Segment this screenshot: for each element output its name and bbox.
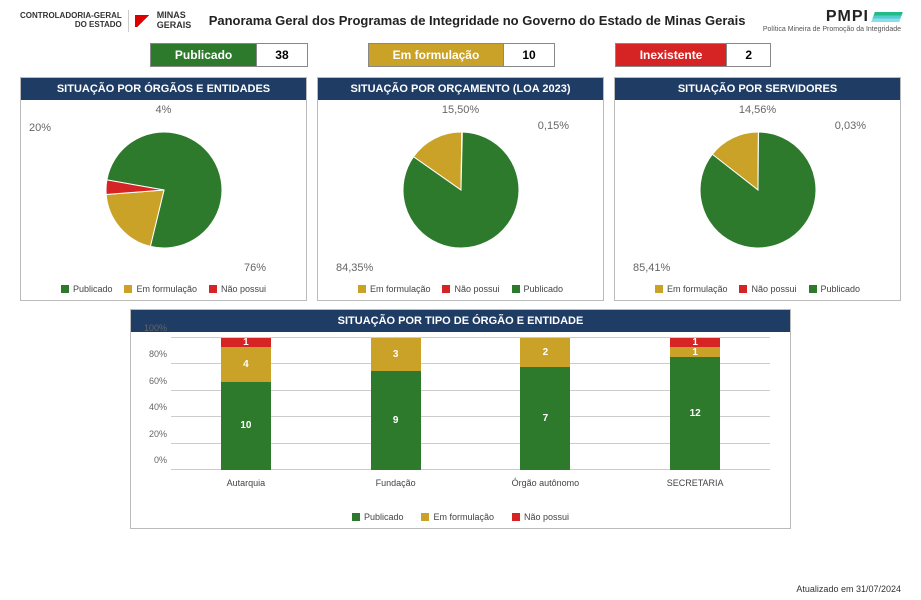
- legend-item: Publicado: [512, 284, 564, 294]
- page-title: Panorama Geral dos Programas de Integrid…: [191, 13, 763, 28]
- bar-segment: 2: [520, 338, 570, 367]
- pie-title: SITUAÇÃO POR ÓRGÃOS E ENTIDADES: [21, 78, 306, 100]
- header: CONTROLADORIA-GERAL DO ESTADO MINAS GERA…: [0, 0, 921, 37]
- bar-column: 1211SECRETARIA: [670, 338, 720, 470]
- pie-pct-label: 15,50%: [442, 104, 479, 116]
- status-badges: Publicado38 Em formulação10 Inexistente2: [0, 37, 921, 77]
- bar-panel: SITUAÇÃO POR TIPO DE ÓRGÃO E ENTIDADE 0%…: [130, 309, 791, 529]
- pie-pct-label: 85,41%: [633, 262, 670, 274]
- legend-item: Em formulação: [358, 284, 431, 294]
- y-tick-label: 60%: [135, 376, 167, 386]
- pie-pct-label: 0,15%: [538, 120, 569, 132]
- status-badge: Inexistente2: [615, 43, 771, 67]
- bar-grid: 0%20%40%60%80%100%1041Autarquia93Fundaçã…: [171, 338, 770, 470]
- pmpi-label: PMPI: [826, 8, 869, 26]
- logo-left: CONTROLADORIA-GERAL DO ESTADO MINAS GERA…: [20, 10, 191, 32]
- y-tick-label: 0%: [135, 455, 167, 465]
- legend-item: Não possui: [739, 284, 796, 294]
- pmpi-stripes-icon: [871, 12, 903, 22]
- legend-item: Publicado: [352, 512, 404, 522]
- mg-flag-icon: [135, 15, 151, 27]
- pie-pct-label: 20%: [29, 122, 51, 134]
- pie-panel: SITUAÇÃO POR ORÇAMENTO (LOA 2023) 15,50% 0…: [317, 77, 604, 301]
- pie-panel: SITUAÇÃO POR ÓRGÃOS E ENTIDADES 76% 20% 4% P…: [20, 77, 307, 301]
- y-tick-label: 40%: [135, 402, 167, 412]
- bar-segment: 4: [221, 347, 271, 382]
- cge-line2: DO ESTADO: [20, 21, 122, 30]
- legend-item: Em formulação: [421, 512, 494, 522]
- status-badge: Em formulação10: [368, 43, 555, 67]
- bar-segment: 9: [371, 371, 421, 470]
- mg-line2: GERAIS: [157, 21, 192, 31]
- bar-x-label: SECRETARIA: [667, 478, 724, 488]
- pie-title: SITUAÇÃO POR SERVIDORES: [615, 78, 900, 100]
- status-badge: Publicado38: [150, 43, 308, 67]
- y-tick-label: 80%: [135, 349, 167, 359]
- bar-segment: 10: [221, 382, 271, 470]
- pie-pct-label: 76%: [244, 262, 266, 274]
- bar-x-label: Fundação: [376, 478, 416, 488]
- pie-pct-label: 14,56%: [739, 104, 776, 116]
- bar-title: SITUAÇÃO POR TIPO DE ÓRGÃO E ENTIDADE: [131, 310, 790, 332]
- pie-legend: Publicado Em formulação Não possui: [21, 280, 306, 300]
- pie-row: SITUAÇÃO POR ÓRGÃOS E ENTIDADES 76% 20% 4% P…: [0, 77, 921, 301]
- pie-body: 14,56% 0,03% 85,41%: [615, 100, 900, 280]
- pie-pct-label: 0,03%: [835, 120, 866, 132]
- legend-item: Não possui: [442, 284, 499, 294]
- bar-x-label: Autarquia: [227, 478, 266, 488]
- pie-pct-label: 4%: [156, 104, 172, 116]
- legend-item: Publicado: [809, 284, 861, 294]
- footer-note: Atualizado em 31/07/2024: [796, 584, 901, 594]
- pie-legend: Em formulação Não possui Publicado: [615, 280, 900, 300]
- legend-item: Em formulação: [124, 284, 197, 294]
- pmpi-sub: Política Mineira de Promoção da Integrid…: [763, 26, 901, 33]
- pie-title: SITUAÇÃO POR ORÇAMENTO (LOA 2023): [318, 78, 603, 100]
- status-badge-label: Em formulação: [368, 43, 505, 67]
- status-badge-value: 2: [727, 43, 771, 67]
- pie-body: 15,50% 0,15% 84,35%: [318, 100, 603, 280]
- legend-item: Não possui: [209, 284, 266, 294]
- bar-legend: Publicado Em formulação Não possui: [131, 492, 790, 528]
- bar-column: 93Fundação: [371, 338, 421, 470]
- bar-section: SITUAÇÃO POR TIPO DE ÓRGÃO E ENTIDADE 0%…: [0, 301, 921, 529]
- legend-item: Em formulação: [655, 284, 728, 294]
- pie-legend: Em formulação Não possui Publicado: [318, 280, 603, 300]
- bar-segment: 7: [520, 367, 570, 470]
- logo-right: PMPI Política Mineira de Promoção da Int…: [763, 8, 901, 33]
- bar-segment: 1: [670, 347, 720, 356]
- status-badge-label: Inexistente: [615, 43, 728, 67]
- bar-segment: 1: [221, 338, 271, 347]
- bar-segment: 12: [670, 357, 720, 470]
- bar-column: 1041Autarquia: [221, 338, 271, 470]
- y-tick-label: 20%: [135, 429, 167, 439]
- bar-x-label: Órgão autônomo: [512, 478, 580, 488]
- pie-body: 76% 20% 4%: [21, 100, 306, 280]
- bars-row: 1041Autarquia 93Fundação 72Órgão autônomo 1…: [171, 338, 770, 470]
- bar-segment: 3: [371, 338, 421, 371]
- legend-item: Não possui: [512, 512, 569, 522]
- status-badge-value: 10: [504, 43, 554, 67]
- bar-body: 0%20%40%60%80%100%1041Autarquia93Fundaçã…: [131, 332, 790, 492]
- status-badge-label: Publicado: [150, 43, 257, 67]
- pie-pct-label: 84,35%: [336, 262, 373, 274]
- bar-column: 72Órgão autônomo: [520, 338, 570, 470]
- legend-item: Publicado: [61, 284, 113, 294]
- y-tick-label: 100%: [135, 323, 167, 333]
- pie-panel: SITUAÇÃO POR SERVIDORES 14,56% 0,03% 85,41%…: [614, 77, 901, 301]
- status-badge-value: 38: [257, 43, 307, 67]
